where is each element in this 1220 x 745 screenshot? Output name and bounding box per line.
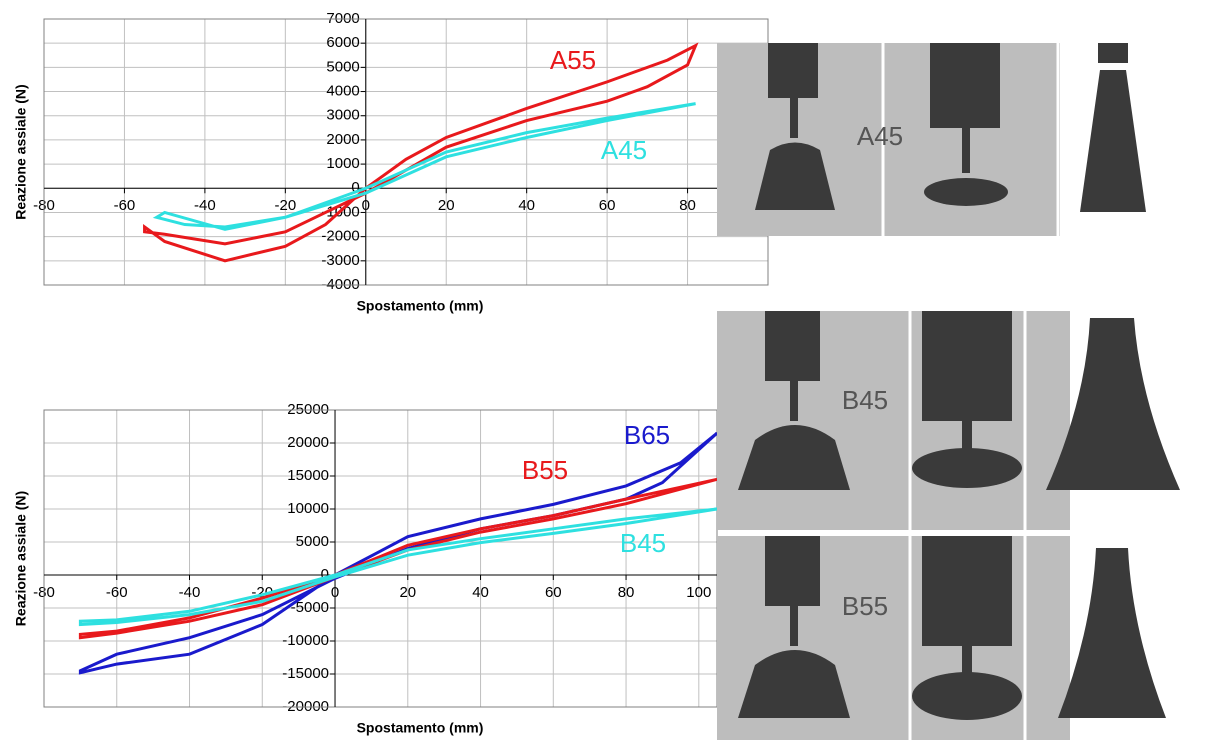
x-tick-label: -40	[179, 584, 201, 601]
y-tick-label: -3000	[321, 252, 359, 269]
x-tick-label: 40	[472, 584, 489, 601]
y-tick-label: 5000	[296, 533, 329, 550]
x-axis-title: Spostamento (mm)	[357, 720, 484, 736]
y-tick-label: 6000	[326, 34, 359, 51]
specimen-shapes	[738, 43, 1180, 720]
x-tick-label: 20	[399, 584, 416, 601]
x-tick-label: -20	[274, 197, 296, 214]
series-line	[78, 507, 718, 627]
series-label: A45	[601, 135, 647, 165]
photo-label: B45	[842, 385, 888, 415]
y-tick-label: 2000	[326, 131, 359, 148]
series-label: B65	[624, 420, 670, 450]
y-tick-label: -5000	[291, 599, 329, 616]
y-tick-label: 3000	[326, 107, 359, 124]
y-tick-label: 20000	[287, 434, 329, 451]
y-tick-label: 0	[321, 566, 329, 583]
y-tick-label: 10000	[287, 500, 329, 517]
photo-label: B55	[842, 591, 888, 621]
x-tick-label: -60	[106, 584, 128, 601]
series-line	[152, 102, 696, 231]
series-label: B45	[620, 528, 666, 558]
y-tick-label: 7000	[326, 10, 359, 27]
y-tick-label: -15000	[282, 665, 329, 682]
series-label: A55	[550, 45, 596, 75]
photo-label: A45	[857, 121, 903, 151]
plot-border	[43, 18, 769, 286]
x-tick-label: -40	[194, 197, 216, 214]
y-tick-label: 15000	[287, 467, 329, 484]
x-tick-label: 60	[545, 584, 562, 601]
x-tick-label: -60	[114, 197, 136, 214]
series-label: B55	[522, 455, 568, 485]
y-axis-title: Reazione assiale (N)	[13, 84, 29, 219]
y-tick-label: -20000	[282, 698, 329, 715]
y-tick-label: 4000	[326, 83, 359, 100]
photo-dividers	[881, 43, 1060, 740]
y-tick-label: 25000	[287, 401, 329, 418]
x-tick-label: 60	[599, 197, 616, 214]
x-tick-label: 20	[438, 197, 455, 214]
x-axis-title: Spostamento (mm)	[357, 298, 484, 314]
y-axis-title: Reazione assiale (N)	[13, 491, 29, 626]
y-tick-label: 1000	[326, 155, 359, 172]
x-tick-label: 80	[679, 197, 696, 214]
x-tick-label: 80	[618, 584, 635, 601]
x-tick-label: 100	[686, 584, 711, 601]
y-tick-label: 0	[351, 179, 359, 196]
y-tick-label: -10000	[282, 632, 329, 649]
photos: A45 B45 B55	[717, 43, 1180, 740]
y-tick-label: -2000	[321, 228, 359, 245]
y-tick-label: 5000	[326, 58, 359, 75]
series-line	[78, 431, 719, 675]
x-tick-label: 40	[518, 197, 535, 214]
y-tick-label: -4000	[321, 276, 359, 293]
